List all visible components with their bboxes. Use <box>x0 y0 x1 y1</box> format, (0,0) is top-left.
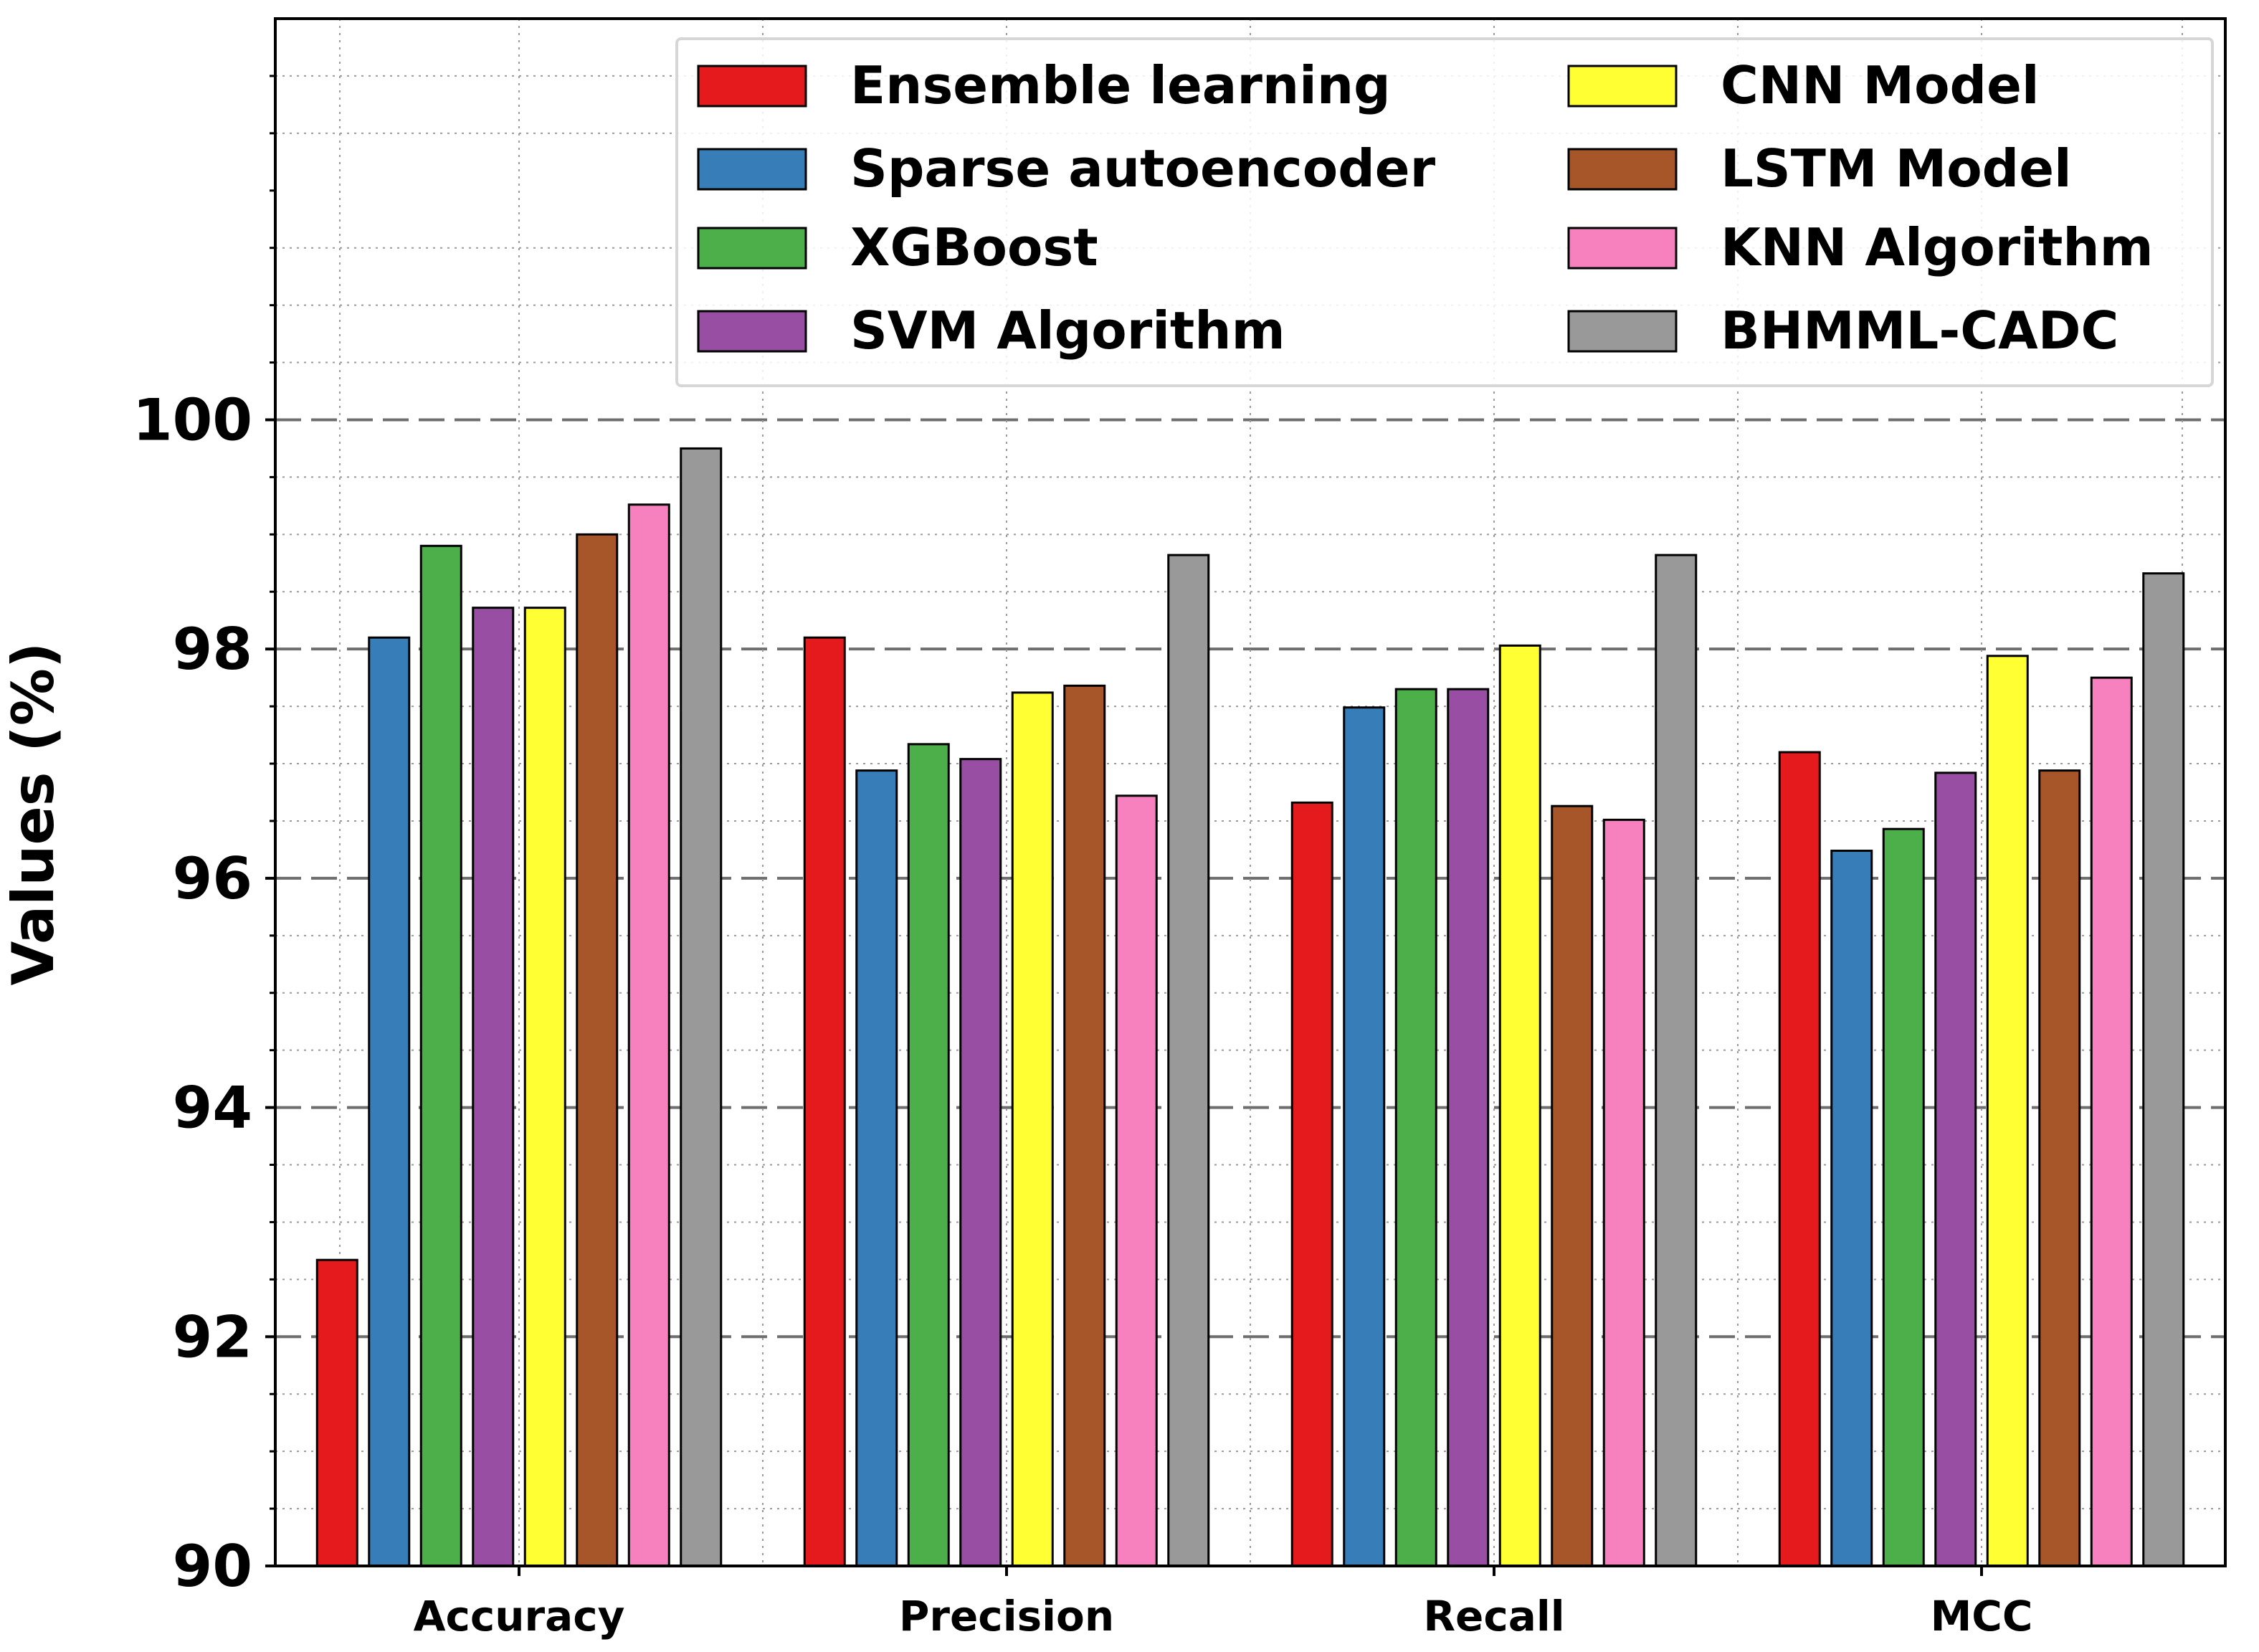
bar-mcc-bhmml-cadc <box>2142 572 2185 1567</box>
bar-precision-lstm-model <box>1063 684 1106 1567</box>
legend-label: KNN Algorithm <box>1721 217 2154 277</box>
bar-recall-lstm-model <box>1551 804 1594 1567</box>
bar-accuracy-xgboost <box>419 544 462 1567</box>
x-tick-label: Precision <box>899 1592 1114 1641</box>
bar-mcc-ensemble-learning <box>1778 751 1821 1567</box>
legend-swatch <box>697 310 807 353</box>
legend-box <box>675 37 2214 387</box>
bar-precision-cnn-model <box>1011 691 1054 1567</box>
legend-label: SVM Algorithm <box>850 300 1285 361</box>
bar-accuracy-sparse-autoencoder <box>368 636 411 1567</box>
legend-swatch <box>697 227 807 270</box>
bar-recall-xgboost <box>1394 688 1437 1567</box>
bar-precision-sparse-autoencoder <box>855 769 898 1567</box>
x-tick-label: Accuracy <box>414 1592 625 1641</box>
y-tick-label: 100 <box>133 386 252 453</box>
axis-ticks: 90 92 94 96 98 100 Accuracy Precision Recall MCC <box>133 75 2033 1641</box>
legend-label: XGBoost <box>850 217 1098 277</box>
bar-recall-sparse-autoencoder <box>1343 706 1386 1567</box>
bar-recall-cnn-model <box>1498 644 1541 1567</box>
bar-precision-svm-algorithm <box>959 758 1002 1567</box>
y-tick-label: 94 <box>173 1075 252 1141</box>
bar-accuracy-ensemble-learning <box>315 1258 358 1567</box>
bar-precision-bhmml-cadc <box>1167 554 1210 1567</box>
legend-label: LSTM Model <box>1721 138 2072 199</box>
bars <box>315 447 2185 1567</box>
legend-swatch <box>697 148 807 191</box>
y-tick-label: 90 <box>173 1533 252 1600</box>
bar-accuracy-svm-algorithm <box>472 607 515 1567</box>
legend-swatch <box>1567 310 1678 353</box>
plot-frame <box>274 17 2227 1567</box>
bar-precision-ensemble-learning <box>803 636 846 1567</box>
bar-accuracy-lstm-model <box>576 533 619 1567</box>
bar-mcc-xgboost <box>1882 827 1925 1567</box>
y-tick-label: 98 <box>173 616 252 683</box>
y-tick-label: 92 <box>173 1304 252 1370</box>
y-tick-label: 96 <box>173 845 252 912</box>
bar-mcc-cnn-model <box>1986 655 2029 1567</box>
legend-swatch <box>1567 65 1678 108</box>
bar-accuracy-knn-algorithm <box>627 503 670 1567</box>
y-axis-label: Values (%) <box>0 642 67 986</box>
bar-mcc-lstm-model <box>2038 769 2081 1567</box>
x-tick-label: Recall <box>1423 1592 1564 1641</box>
legend-label: Sparse autoencoder <box>850 138 1436 199</box>
bar-recall-bhmml-cadc <box>1655 554 1698 1567</box>
legend-swatch <box>1567 227 1678 270</box>
bar-accuracy-bhmml-cadc <box>680 447 723 1567</box>
x-tick-label: MCC <box>1931 1592 2033 1641</box>
bar-mcc-sparse-autoencoder <box>1830 850 1873 1567</box>
legend-label: Ensemble learning <box>850 55 1391 115</box>
bar-recall-svm-algorithm <box>1447 688 1490 1567</box>
bar-precision-knn-algorithm <box>1115 794 1158 1567</box>
bar-recall-ensemble-learning <box>1290 801 1333 1567</box>
legend-label: CNN Model <box>1721 55 2040 115</box>
bar-recall-knn-algorithm <box>1602 818 1645 1567</box>
legend-swatch <box>1567 148 1678 191</box>
legend-swatch <box>697 65 807 108</box>
bar-accuracy-cnn-model <box>523 607 566 1567</box>
bar-precision-xgboost <box>907 743 950 1567</box>
legend-label: BHMML-CADC <box>1721 300 2118 361</box>
legend: Ensemble learning Sparse autoencoder XGBoo… <box>675 37 2214 387</box>
bar-mcc-svm-algorithm <box>1934 772 1977 1567</box>
bar-mcc-knn-algorithm <box>2090 676 2133 1567</box>
